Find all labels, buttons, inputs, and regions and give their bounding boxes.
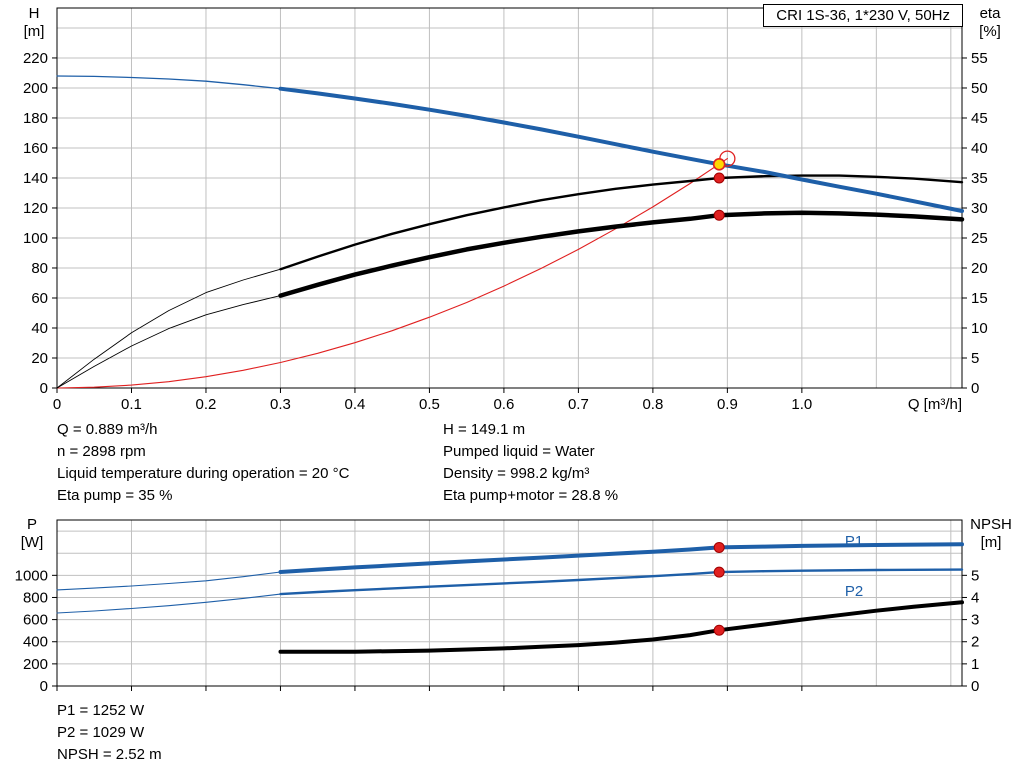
h-axis-header-symbol: H <box>28 5 40 22</box>
tick-label: 20 <box>31 350 48 367</box>
tick-label: 0 <box>40 678 48 695</box>
tick-label: 140 <box>23 170 48 187</box>
red-dot-marker <box>713 624 725 636</box>
h-axis-header-unit: [m] <box>23 23 45 40</box>
p1-curve-thin <box>56 571 282 591</box>
info-line-npsh: NPSH = 2.52 m <box>57 746 162 763</box>
tick-label: 0.6 <box>493 396 514 413</box>
tick-label: 1 <box>971 656 979 673</box>
npsh-axis-header-symbol: NPSH <box>970 516 1012 533</box>
yellow-dot-marker <box>712 158 726 171</box>
info-line-n: n = 2898 rpm <box>57 443 146 460</box>
npsh-axis-header-unit: [m] <box>980 534 1002 551</box>
tick-label: P1 <box>845 533 863 550</box>
tick-label: 220 <box>23 50 48 67</box>
tick-label: 400 <box>23 634 48 651</box>
eta-pump <box>279 174 964 271</box>
eta-axis-header-symbol: eta <box>979 5 1001 22</box>
tick-label: 160 <box>23 140 48 157</box>
pump-title-box: CRI 1S-36, 1*230 V, 50Hz <box>763 4 963 27</box>
tick-label: 200 <box>23 656 48 673</box>
tick-label: 0.5 <box>419 396 440 413</box>
eta-pump-motor-thin <box>56 295 281 389</box>
npsh-axis-header: NPSH [m] <box>960 516 1022 552</box>
red-dot-marker <box>713 209 725 221</box>
tick-label: 0.2 <box>196 396 217 413</box>
qh-curve <box>278 86 964 213</box>
qh-curve-thin <box>56 75 282 90</box>
tick-label: 20 <box>971 260 988 277</box>
tick-label: 180 <box>23 110 48 127</box>
tick-label: 30 <box>971 200 988 217</box>
eta-axis-header: eta [%] <box>966 5 1014 41</box>
tick-label: 60 <box>31 290 48 307</box>
info-line-eta-pump-motor: Eta pump+motor = 28.8 % <box>443 487 619 504</box>
tick-label: 80 <box>31 260 48 277</box>
tick-label: 3 <box>971 612 979 629</box>
tick-label: 45 <box>971 110 988 127</box>
tick-label: 2 <box>971 634 979 651</box>
eta-pump-thin <box>56 268 281 389</box>
tick-label: P2 <box>845 583 863 600</box>
p1-curve <box>278 542 964 574</box>
red-dot-marker <box>713 541 725 553</box>
tick-label: 50 <box>971 80 988 97</box>
plot-frame <box>56 7 963 389</box>
eta-axis-header-unit: [%] <box>979 23 1001 40</box>
tick-label: 25 <box>971 230 988 247</box>
info-line-p2: P2 = 1029 W <box>57 724 145 741</box>
tick-label: 10 <box>971 320 988 337</box>
tick-label: 40 <box>971 140 988 157</box>
tick-label: 0.3 <box>270 396 291 413</box>
tick-label: 5 <box>971 350 979 367</box>
duty-info-left-column: Q = 0.889 m³/h n = 2898 rpm Liquid tempe… <box>57 419 349 507</box>
info-line-liquid-temp: Liquid temperature during operation = 20… <box>57 465 350 482</box>
power-info-column: P1 = 1252 W P2 = 1029 W NPSH = 2.52 m <box>57 700 162 766</box>
tick-label: 0 <box>40 380 48 397</box>
red-dot-marker <box>713 172 725 184</box>
p2-curve-thin <box>56 593 282 614</box>
tick-label: 40 <box>31 320 48 337</box>
h-axis-header: H [m] <box>12 5 56 41</box>
eta-pump-motor <box>278 210 965 298</box>
tick-label: 0.8 <box>642 396 663 413</box>
tick-label: 600 <box>23 612 48 629</box>
tick-label: 0.4 <box>345 396 366 413</box>
info-line-h: H = 149.1 m <box>443 421 526 438</box>
info-line-pumped-liquid: Pumped liquid = Water <box>443 443 595 460</box>
p-axis-header-unit: [W] <box>20 534 44 551</box>
info-line-eta-pump: Eta pump = 35 % <box>57 487 173 504</box>
tick-label: 0 <box>53 396 61 413</box>
tick-label: 1000 <box>15 567 48 584</box>
red-dot-marker <box>713 566 725 578</box>
tick-label: 0.9 <box>717 396 738 413</box>
npsh-curve <box>278 600 964 654</box>
tick-label: 120 <box>23 200 48 217</box>
tick-label: 800 <box>23 589 48 606</box>
tick-label: 0 <box>971 380 979 397</box>
info-line-p1: P1 = 1252 W <box>57 702 145 719</box>
tick-label: 0 <box>971 678 979 695</box>
info-line-density: Density = 998.2 kg/m³ <box>443 465 590 482</box>
p-axis-header-symbol: P <box>26 516 37 533</box>
info-line-q: Q = 0.889 m³/h <box>57 421 158 438</box>
tick-label: 15 <box>971 290 988 307</box>
tick-label: 1.0 <box>791 396 812 413</box>
p-axis-header: P [W] <box>10 516 54 552</box>
q-axis-label: Q [m³/h] <box>907 396 962 413</box>
tick-label: 0.7 <box>568 396 589 413</box>
tick-label: 35 <box>971 170 988 187</box>
tick-label: 5 <box>971 567 979 584</box>
duty-parabola <box>56 158 728 389</box>
tick-label: 100 <box>23 230 48 247</box>
tick-label: 4 <box>971 589 979 606</box>
tick-label: 0.1 <box>121 396 142 413</box>
tick-label: 55 <box>971 50 988 67</box>
tick-label: 200 <box>23 80 48 97</box>
duty-info-right-column: H = 149.1 m Pumped liquid = Water Densit… <box>443 419 618 507</box>
p2-curve <box>279 568 964 596</box>
